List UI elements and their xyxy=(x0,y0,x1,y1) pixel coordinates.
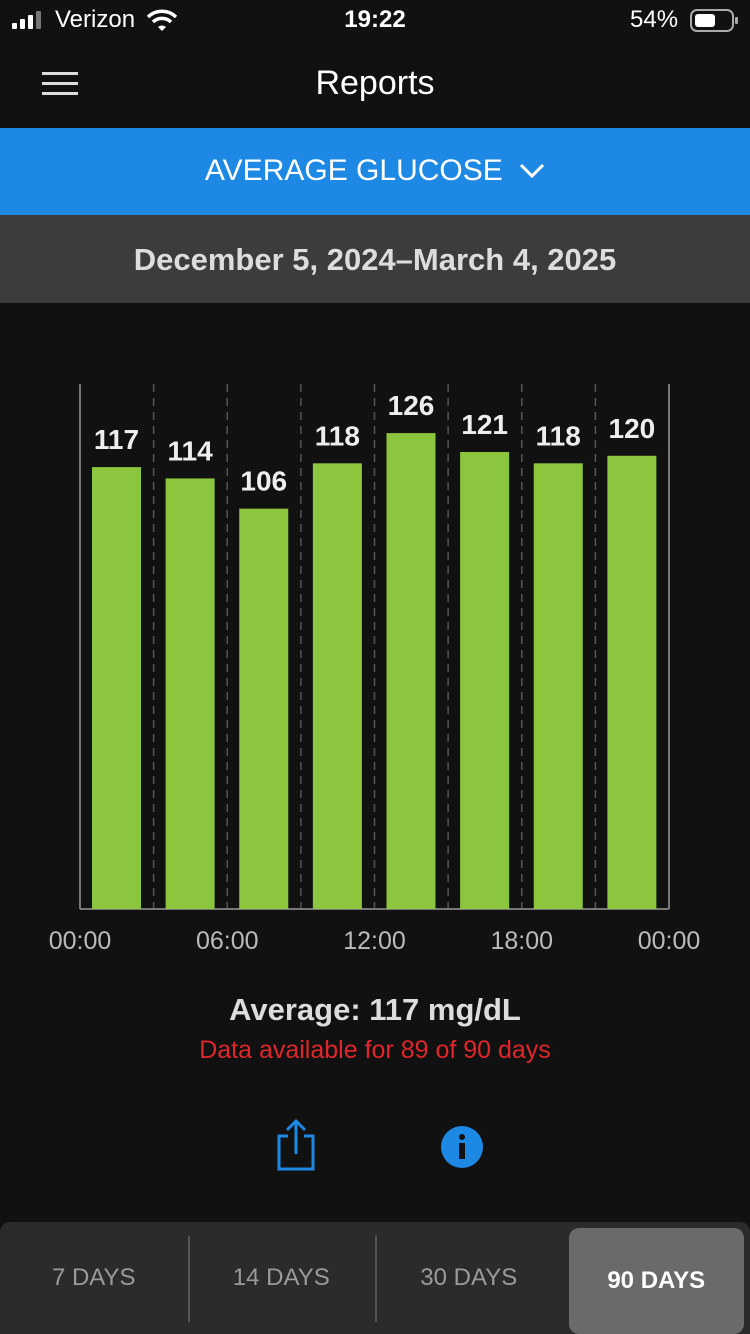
x-tick-label: 18:00 xyxy=(490,927,553,955)
date-range: December 5, 2024–March 4, 2025 xyxy=(133,242,617,277)
tab[interactable]: 30 DAYS xyxy=(420,1264,518,1291)
tab[interactable]: 90 DAYS xyxy=(568,1228,744,1334)
tab[interactable]: 7 DAYS xyxy=(51,1264,136,1291)
bar xyxy=(312,463,362,909)
bar xyxy=(92,467,141,909)
tab-separator xyxy=(375,1236,377,1322)
tab[interactable]: 14 DAYS xyxy=(232,1264,330,1291)
data-label: 126 xyxy=(388,390,435,421)
menu-button[interactable] xyxy=(40,70,80,98)
chart: 117 114 106 118 126 121 118 120 00:00 06:00 12:00 1… xyxy=(49,384,701,955)
wifi-icon xyxy=(146,9,178,31)
bar xyxy=(533,463,583,909)
availability: Data available for 89 of 90 days xyxy=(199,1036,551,1064)
battery-icon xyxy=(690,9,738,32)
data-label: 120 xyxy=(609,413,656,444)
x-tick-label: 00:00 xyxy=(638,927,701,955)
bar xyxy=(386,433,436,909)
report-selector[interactable]: AVERAGE GLUCOSE xyxy=(0,128,750,215)
report-selector-label: AVERAGE GLUCOSE xyxy=(204,154,503,187)
tab-bar: 7 DAYS 14 DAYS 30 DAYS 90 DAYS xyxy=(0,1222,750,1334)
data-label: 121 xyxy=(461,409,508,440)
header-title: Reports xyxy=(315,64,435,102)
clock: 19:22 xyxy=(344,6,406,33)
x-tick-label: 12:00 xyxy=(343,927,406,955)
date-range-bar: December 5, 2024–March 4, 2025 xyxy=(0,215,750,303)
info-button[interactable] xyxy=(440,1125,484,1169)
bar xyxy=(460,451,510,909)
data-label: 114 xyxy=(168,435,214,466)
status-bar: Verizon 19:22 54% xyxy=(0,0,750,42)
average: Average: 117 mg/dL xyxy=(229,992,521,1027)
bar xyxy=(165,478,215,909)
x-tick-label: 00:00 xyxy=(49,927,112,955)
data-label: 118 xyxy=(315,420,360,451)
data-label: 106 xyxy=(240,466,287,497)
battery-percent: 54% xyxy=(630,6,679,33)
tab-separator xyxy=(187,1236,190,1322)
data-label: 118 xyxy=(536,420,581,451)
bar xyxy=(239,508,289,909)
x-tick-label: 06:00 xyxy=(196,927,259,955)
signal-icon xyxy=(12,11,41,29)
bar xyxy=(607,455,657,909)
carrier: Verizon xyxy=(55,6,136,33)
dropdown-arrow xyxy=(520,163,545,179)
share-button[interactable] xyxy=(276,1118,316,1172)
data-label: 117 xyxy=(94,424,139,455)
